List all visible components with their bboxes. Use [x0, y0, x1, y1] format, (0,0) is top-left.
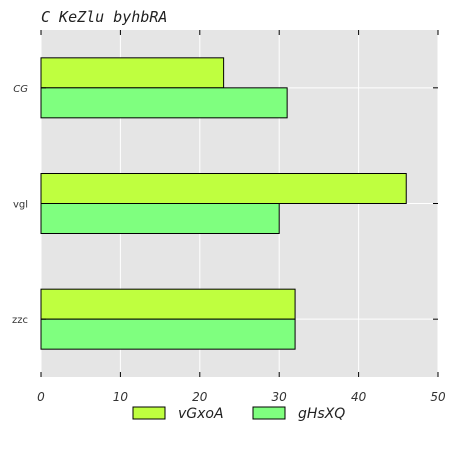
bar-vGxoA-zzc [40, 288, 296, 320]
bar-gHsXQ-CG [40, 87, 288, 119]
legend: vGxoA gHsXQ [132, 406, 345, 422]
x-axis: 0 10 20 30 40 50 [37, 30, 446, 404]
y-tick-label: CG [13, 84, 28, 95]
x-tick-label: 40 [351, 390, 367, 404]
legend-label: vGxoA [178, 406, 224, 422]
bar-gHsXQ-vgl [40, 203, 280, 234]
legend-swatch [252, 406, 286, 420]
x-tick-label: 20 [192, 390, 208, 404]
x-tick-label: 0 [37, 390, 45, 404]
x-tick-label: 30 [272, 390, 288, 404]
bar-vGxoA-CG [40, 57, 225, 89]
y-axis: CG vgl zzc [12, 84, 438, 326]
legend-label: gHsXQ [298, 406, 345, 422]
bar-vGxoA-vgl [40, 173, 407, 204]
legend-swatch [132, 406, 166, 420]
chart-title: C KeZlu byhbRA [41, 8, 167, 26]
x-tick-label: 10 [113, 390, 129, 404]
y-tick-label: zzc [12, 315, 28, 326]
bars [40, 57, 407, 350]
x-tick-label: 50 [430, 390, 446, 404]
bar-gHsXQ-zzc [40, 318, 296, 350]
y-tick-label: vgl [13, 200, 28, 211]
